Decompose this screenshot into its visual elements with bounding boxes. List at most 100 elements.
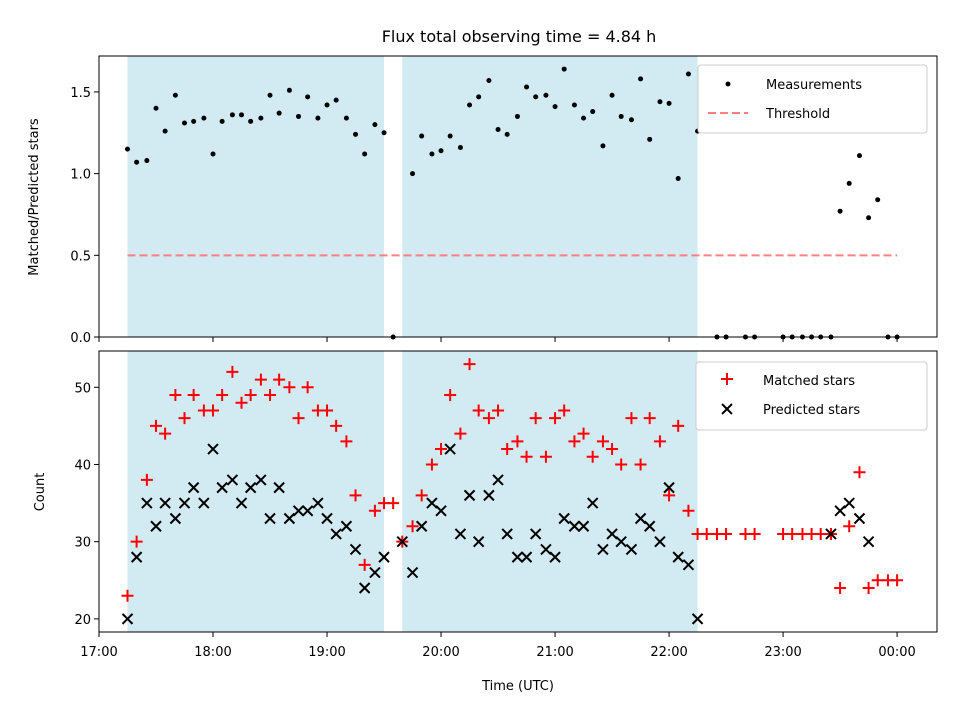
measurement-point xyxy=(144,158,150,164)
measurement-point xyxy=(410,171,416,177)
predicted-star-point xyxy=(358,582,371,594)
legend-box xyxy=(695,361,928,431)
measurement-point xyxy=(846,180,852,186)
predicted-star-point xyxy=(187,481,200,494)
matched-star-point xyxy=(891,574,904,587)
predicted-star-point xyxy=(558,512,570,525)
measurement-point xyxy=(675,176,681,182)
measurement-point xyxy=(258,115,264,121)
matched-star-point xyxy=(596,435,609,448)
measurement-point xyxy=(429,151,435,157)
matched-star-point xyxy=(273,373,286,386)
matched-star-point xyxy=(292,412,305,425)
matched-star-point xyxy=(235,396,248,409)
legend-box xyxy=(697,64,928,134)
predicted-star-point xyxy=(444,443,456,455)
matched-star-point xyxy=(387,497,400,510)
matched-star-point xyxy=(834,581,847,594)
measurement-point xyxy=(296,113,302,119)
matched-star-point xyxy=(568,435,581,448)
matched-star-point xyxy=(539,450,552,463)
matched-star-point xyxy=(321,404,334,417)
x-tick-label: 22:00 xyxy=(650,645,687,660)
predicted-star-point xyxy=(141,497,153,509)
y-tick-label: 1.0 xyxy=(70,168,91,183)
measurement-point xyxy=(324,102,330,108)
observing-span xyxy=(127,56,385,337)
measurement-point xyxy=(229,112,235,118)
x-tick-label: 18:00 xyxy=(194,645,231,660)
measurement-point xyxy=(638,76,644,82)
measurement-point xyxy=(561,66,567,72)
predicted-star-point xyxy=(672,551,684,563)
y-tick-label: 30 xyxy=(74,536,91,551)
measurement-point xyxy=(267,92,273,98)
predicted-star-point xyxy=(625,543,638,556)
measurement-point xyxy=(581,115,587,121)
matched-star-point xyxy=(520,450,533,463)
matched-star-point xyxy=(264,389,277,402)
measurement-point xyxy=(552,104,558,110)
matched-star-point xyxy=(169,389,182,402)
predicted-star-point xyxy=(643,520,656,532)
predicted-star-point xyxy=(198,497,210,509)
predicted-star-point xyxy=(378,551,390,563)
measurement-point xyxy=(372,122,378,128)
matched-star-point xyxy=(358,558,371,571)
predicted-star-point xyxy=(634,512,647,525)
measurement-point xyxy=(856,153,862,159)
matched-star-point xyxy=(454,427,467,440)
legend-label-matched: Matched stars xyxy=(763,374,855,389)
measurement-point xyxy=(343,115,349,121)
predicted-star-point xyxy=(454,528,467,540)
y-tick-label: 1.5 xyxy=(70,86,91,101)
observing-span xyxy=(402,56,698,337)
axes-frame xyxy=(98,55,938,338)
predicted-star-point xyxy=(406,566,419,579)
predicted-star-point xyxy=(369,566,381,579)
matched-star-point xyxy=(244,389,257,402)
measurement-point xyxy=(381,130,387,136)
matched-star-point xyxy=(492,404,505,417)
matched-star-point xyxy=(606,443,619,456)
predicted-star-point xyxy=(463,489,476,502)
observing-spans xyxy=(127,351,698,632)
measurement-point xyxy=(172,92,178,98)
matched-star-point xyxy=(415,489,428,502)
matched-star-point xyxy=(663,489,676,502)
measurement-point xyxy=(276,110,282,116)
predicted-star-point xyxy=(150,520,162,532)
matched-star-point xyxy=(463,358,476,371)
measurement-point xyxy=(524,84,530,90)
matched-star-point xyxy=(814,527,827,540)
predicted-star-point xyxy=(862,535,875,548)
x-tick-label: 17:00 xyxy=(80,645,117,660)
matched-star-point xyxy=(187,389,200,402)
matched-star-point xyxy=(748,527,761,540)
measurement-point xyxy=(600,143,606,149)
data-marks xyxy=(121,358,904,625)
legend-marker-predicted xyxy=(721,403,733,415)
legend-label-threshold: Threshold xyxy=(765,107,830,122)
predicted-star-point xyxy=(597,543,609,556)
matched-star-point xyxy=(634,458,647,471)
measurement-point xyxy=(419,133,425,139)
measurement-point xyxy=(286,87,292,93)
predicted-star-point xyxy=(853,512,866,525)
measurement-point xyxy=(191,118,197,124)
matched-star-point xyxy=(425,458,438,471)
x-tick-label: 19:00 xyxy=(308,645,345,660)
measurement-point xyxy=(315,115,321,121)
matched-star-point xyxy=(720,527,733,540)
x-tick-label: 21:00 xyxy=(536,645,573,660)
predicted-star-point xyxy=(340,520,353,532)
predicted-star-point xyxy=(169,512,182,525)
matched-star-point xyxy=(283,381,296,394)
x-axis-label: Time (UTC) xyxy=(481,679,554,694)
matched-star-point xyxy=(786,527,799,540)
predicted-star-point xyxy=(301,505,314,517)
predicted-star-point xyxy=(255,474,267,486)
matched-star-point xyxy=(862,581,875,594)
predicted-star-point xyxy=(549,551,561,563)
matched-star-point xyxy=(482,412,495,425)
